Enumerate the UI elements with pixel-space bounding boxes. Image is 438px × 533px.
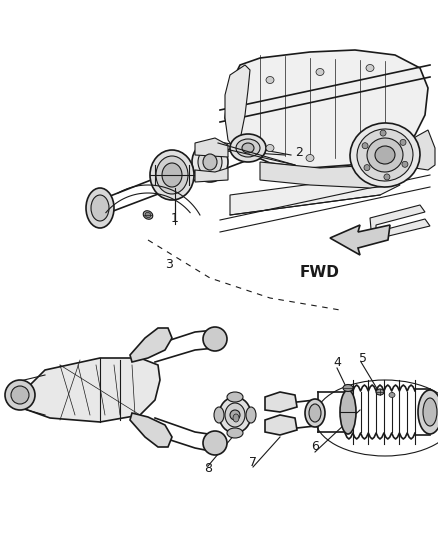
Ellipse shape [202,327,226,351]
Ellipse shape [366,138,402,172]
Ellipse shape [145,212,151,217]
Text: FWD: FWD [300,265,339,280]
Ellipse shape [162,163,182,187]
Ellipse shape [374,146,394,164]
Text: 5: 5 [358,351,366,365]
Ellipse shape [5,380,35,410]
Polygon shape [259,162,399,188]
Ellipse shape [422,398,436,426]
Polygon shape [225,50,427,168]
Ellipse shape [401,161,407,167]
Ellipse shape [11,386,29,404]
Text: 4: 4 [332,357,340,369]
Ellipse shape [236,139,259,157]
Ellipse shape [245,407,255,423]
Ellipse shape [202,154,216,170]
Ellipse shape [143,211,152,219]
Text: 3: 3 [165,257,173,271]
Polygon shape [194,168,227,182]
Ellipse shape [202,431,226,455]
Ellipse shape [226,392,243,402]
Ellipse shape [349,123,419,187]
Polygon shape [230,175,399,215]
Ellipse shape [230,134,265,162]
Ellipse shape [230,410,240,420]
Ellipse shape [150,150,194,200]
Ellipse shape [86,188,114,228]
Ellipse shape [417,390,438,434]
Ellipse shape [305,155,313,161]
Polygon shape [407,130,434,170]
Ellipse shape [356,129,412,181]
Text: 7: 7 [248,456,256,470]
Text: 2: 2 [294,146,302,158]
Polygon shape [265,392,297,412]
Ellipse shape [383,174,389,180]
Polygon shape [194,138,227,157]
Ellipse shape [265,77,273,84]
Ellipse shape [342,384,352,392]
Ellipse shape [399,140,405,146]
Ellipse shape [304,399,324,427]
Ellipse shape [265,144,273,151]
Ellipse shape [379,130,385,136]
Ellipse shape [91,195,109,221]
Ellipse shape [363,165,369,171]
Ellipse shape [339,390,355,434]
Ellipse shape [388,392,394,398]
Polygon shape [130,413,172,447]
Ellipse shape [308,404,320,422]
Ellipse shape [233,414,238,422]
Ellipse shape [361,143,367,149]
Polygon shape [329,225,389,255]
Polygon shape [369,205,429,240]
Ellipse shape [226,428,243,438]
Text: 8: 8 [204,462,212,474]
Ellipse shape [191,142,227,182]
Polygon shape [20,358,159,422]
Polygon shape [130,328,172,362]
Ellipse shape [365,64,373,71]
Ellipse shape [241,143,254,153]
Polygon shape [225,65,249,150]
Ellipse shape [315,69,323,76]
Text: 6: 6 [311,440,318,454]
Ellipse shape [155,156,187,194]
Ellipse shape [225,403,244,427]
Text: 1: 1 [171,212,179,224]
Ellipse shape [198,148,222,176]
Ellipse shape [375,389,383,395]
Polygon shape [265,415,297,435]
Ellipse shape [219,397,251,433]
Ellipse shape [213,407,223,423]
